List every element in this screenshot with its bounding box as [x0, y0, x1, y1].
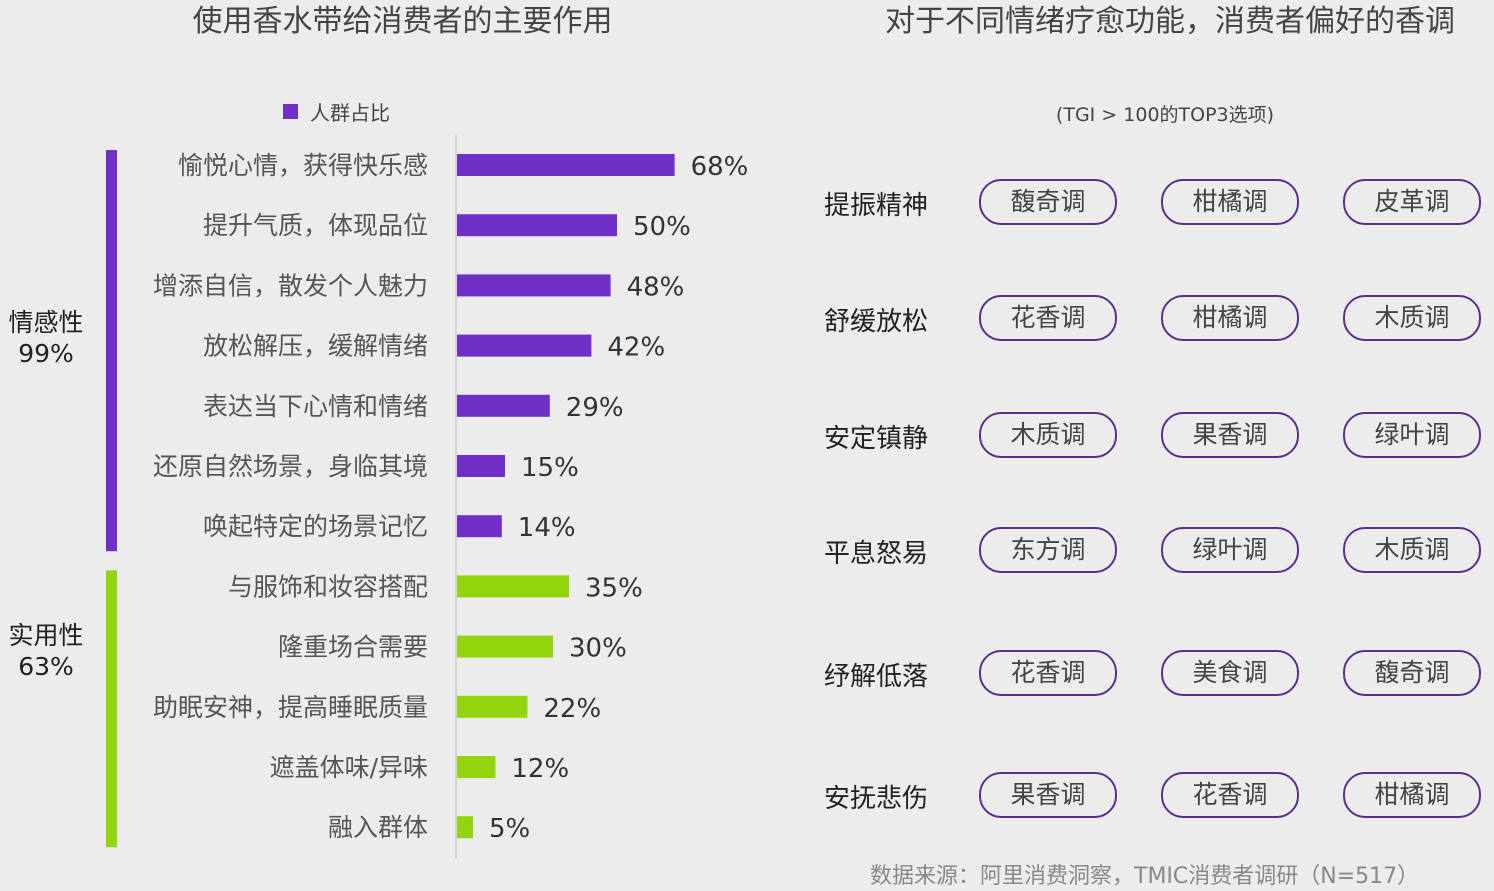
group-name: 实用性	[8, 621, 84, 650]
group-bracket-practical	[106, 570, 117, 848]
bar	[457, 515, 502, 538]
bar	[457, 394, 550, 417]
group-value: 99%	[18, 339, 74, 368]
note-pill: 东方调	[979, 527, 1117, 573]
note-pill: 柑橘调	[1161, 295, 1299, 341]
bar	[457, 455, 505, 477]
bar-chart: 愉悦心情，获得快乐感 68% 提升气质，体现品位 50% 增添自信，散发个人魅力 48% 放…	[106, 135, 749, 858]
mood-label: 舒缓放松	[824, 307, 929, 337]
note-pill: 馥奇调	[979, 179, 1117, 225]
note-pill: 绿叶调	[1161, 527, 1299, 573]
mood-label: 纾解低落	[824, 662, 929, 692]
mood-row: 纾解低落 花香调 美食调 馥奇调	[824, 650, 1484, 696]
value-label: 35%	[585, 573, 643, 603]
bar	[457, 334, 592, 357]
category-label: 还原自然场景，身临其境	[153, 452, 428, 481]
bar	[457, 756, 496, 778]
bar	[457, 635, 553, 658]
note-pill: 花香调	[979, 650, 1117, 696]
value-label: 15%	[521, 453, 579, 483]
value-label: 48%	[627, 272, 685, 302]
category-label: 增添自信，散发个人魅力	[153, 271, 428, 300]
category-label: 放松解压，缓解情绪	[203, 332, 428, 361]
data-source-note: 数据来源：阿里消费洞察，TMIC消费者调研（N=517）	[870, 864, 1420, 889]
right-panel-subtitle: (TGI > 100的TOP3选项)	[1055, 104, 1275, 126]
legend-label: 人群占比	[310, 101, 390, 125]
note-pill: 花香调	[1161, 772, 1299, 818]
bar	[457, 695, 528, 718]
note-pill: 木质调	[1343, 527, 1481, 573]
mood-row: 提振精神 馥奇调 柑橘调 皮革调	[824, 179, 1484, 225]
value-label: 12%	[511, 754, 569, 784]
note-pill: 果香调	[1161, 412, 1299, 458]
mood-label: 平息怒易	[824, 539, 929, 569]
category-label: 愉悦心情，获得快乐感	[178, 151, 428, 180]
note-pill: 柑橘调	[1343, 772, 1481, 818]
note-pill: 绿叶调	[1343, 412, 1481, 458]
group-name: 情感性	[8, 308, 84, 337]
group-value: 63%	[18, 652, 74, 681]
bar	[457, 816, 473, 839]
bar	[457, 214, 617, 237]
bar	[457, 575, 569, 598]
value-label: 29%	[566, 393, 624, 423]
note-pill: 果香调	[979, 772, 1117, 818]
mood-row: 平息怒易 东方调 绿叶调 木质调	[824, 527, 1484, 573]
chart-legend: 人群占比	[283, 97, 390, 126]
note-pill: 美食调	[1161, 650, 1299, 696]
category-label: 表达当下心情和情绪	[203, 392, 428, 421]
mood-row: 安定镇静 木质调 果香调 绿叶调	[824, 412, 1484, 458]
value-label: 14%	[518, 513, 576, 543]
mood-label: 安定镇静	[824, 424, 929, 454]
group-emotional-label: 情感性 99%	[1, 307, 91, 369]
group-bracket-emotional	[106, 150, 117, 552]
category-label: 隆重场合需要	[278, 633, 428, 662]
left-chart-title: 使用香水带给消费者的主要作用	[192, 4, 613, 39]
group-practical-label: 实用性 63%	[1, 620, 91, 682]
bar	[457, 154, 675, 176]
value-label: 22%	[543, 694, 601, 724]
mood-label: 提振精神	[824, 191, 929, 221]
category-label: 助眠安神，提高睡眠质量	[153, 693, 428, 722]
right-panel-title: 对于不同情绪疗愈功能，消费者偏好的香调	[885, 4, 1455, 39]
mood-label: 安抚悲伤	[824, 784, 929, 814]
category-label: 与服饰和妆容搭配	[228, 572, 428, 601]
mood-row: 舒缓放松 花香调 柑橘调 木质调	[824, 295, 1484, 341]
legend-swatch	[283, 104, 298, 119]
mood-row: 安抚悲伤 果香调 花香调 柑橘调	[824, 772, 1484, 818]
note-pill: 木质调	[1343, 295, 1481, 341]
note-pill: 木质调	[979, 412, 1117, 458]
note-pill: 花香调	[979, 295, 1117, 341]
category-label: 唤起特定的场景记忆	[203, 512, 428, 541]
category-label: 提升气质，体现品位	[203, 211, 428, 240]
note-pill: 皮革调	[1343, 179, 1481, 225]
value-label: 50%	[633, 212, 691, 242]
value-label: 68%	[691, 152, 749, 182]
note-pill: 馥奇调	[1343, 650, 1481, 696]
value-label: 5%	[489, 814, 530, 844]
category-label: 融入群体	[328, 813, 428, 842]
value-label: 42%	[607, 333, 665, 363]
value-label: 30%	[569, 634, 627, 664]
note-pill: 柑橘调	[1161, 179, 1299, 225]
category-label: 遮盖体味/异味	[270, 753, 428, 782]
bar	[457, 274, 611, 297]
